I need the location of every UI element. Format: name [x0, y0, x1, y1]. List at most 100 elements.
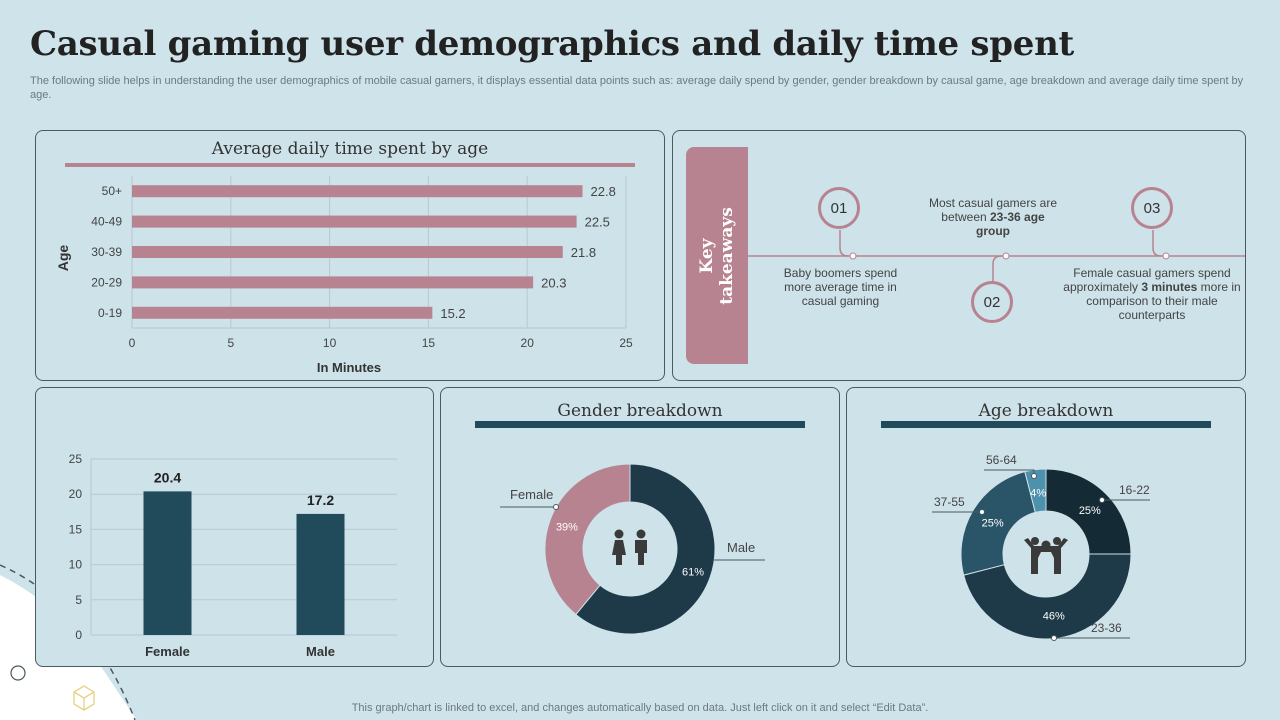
bar-female [143, 491, 192, 635]
callout-dot-female [553, 504, 559, 510]
y-tick-label: 10 [69, 558, 83, 572]
takeaway-text-02-bold: 23-36 age group [976, 210, 1045, 238]
slice-value-label: 39% [556, 521, 578, 533]
callout-dot-37-55 [979, 509, 985, 515]
footer-note: This graph/chart is linked to excel, and… [351, 702, 929, 714]
bar-value-label: 20.3 [541, 275, 566, 290]
y-tick-label: 50+ [102, 184, 122, 198]
takeaway-number-01: 01 [818, 187, 860, 229]
slice-value-label: 25% [1079, 505, 1101, 517]
donut-hole [584, 503, 676, 595]
x-tick-label: Male [306, 644, 335, 659]
y-tick-label: 5 [75, 593, 82, 607]
male-female-icon [612, 529, 647, 565]
gender-title-bar [475, 421, 805, 428]
slice-value-label: 46% [1043, 611, 1065, 623]
age-title-bar [881, 421, 1211, 428]
slice-value-label: 61% [682, 567, 704, 579]
takeaway-text-03-pre: Female casual gamers spend approximately [1063, 266, 1231, 294]
age-time-panel: Average daily time spent by age 0 5 10 15 20… [35, 130, 665, 381]
gender-breakdown-title: Gender breakdown [557, 401, 723, 421]
family-icon [1024, 537, 1068, 574]
gender-time-chart: 0 5 10 15 20 25 20.4 Female 17.2 Male [69, 452, 397, 659]
timeline-connector-02 [992, 255, 1002, 282]
x-tick-label: 10 [323, 336, 337, 350]
age-donut-chart: 25% 46% 25% 4% 16-22 23-36 37-55 56-64 [932, 453, 1150, 641]
takeaway-number-03: 03 [1131, 187, 1173, 229]
bar-value-label: 21.8 [571, 245, 596, 260]
takeaway-text-03-post: more in comparison to their male counter… [1086, 280, 1241, 322]
y-tick-label: 15 [69, 522, 83, 536]
y-tick-label: 30-39 [91, 245, 122, 259]
corner-ring [10, 665, 26, 681]
slice-Female [544, 463, 631, 616]
timeline-dot-01 [849, 252, 857, 260]
y-tick-label: 40-49 [91, 215, 122, 229]
takeaway-text-02: Most casual gamers are between 23-36 age… [928, 196, 1058, 238]
page-title: Casual gaming user demographics and dail… [30, 24, 1074, 64]
bar-value-label: 22.8 [591, 184, 616, 199]
bar-0-19 [132, 306, 433, 319]
slice-16-22 [1045, 468, 1132, 555]
legend-label-37-55: 37-55 [934, 495, 965, 509]
callout-dot-23-36 [1051, 635, 1057, 641]
bar-value-label: 15.2 [440, 306, 465, 321]
slice-23-36 [963, 553, 1132, 640]
x-tick-label: 5 [227, 336, 234, 350]
x-tick-label: 25 [619, 336, 633, 350]
x-tick-label: 20 [521, 336, 535, 350]
bar-20-29 [132, 276, 534, 289]
gender-time-panel: 0 5 10 15 20 25 20.4 Female 17.2 Male [35, 387, 434, 667]
y-tick-label: 0 [75, 628, 82, 642]
title-underline [65, 163, 635, 167]
x-axis-title: In Minutes [317, 360, 381, 375]
takeaways-panel: Key takeaways 01 02 03 Baby boomers spen… [672, 130, 1246, 381]
timeline-connector-03b [1152, 247, 1162, 257]
legend-label-female: Female [510, 487, 553, 502]
legend-label-23-36: 23-36 [1091, 621, 1122, 635]
bar-male [296, 513, 345, 635]
cube-icon [73, 685, 95, 711]
y-axis-title: Age [55, 245, 71, 272]
legend-label-56-64: 56-64 [986, 453, 1017, 467]
age-breakdown-title: Age breakdown [978, 401, 1114, 421]
age-time-chart: 0 5 10 15 20 25 22.8 50+ 22.5 40-49 21.8 30-39 20.3 2… [55, 163, 635, 375]
timeline-graphic [748, 230, 1245, 282]
takeaway-text-02-pre: Most casual gamers are between [928, 196, 1058, 224]
x-tick-label: 0 [129, 336, 136, 350]
callout-dot-56-64 [1031, 473, 1037, 479]
gender-breakdown-panel: Gender breakdown 61% 39% Male Female [440, 387, 840, 667]
gender-donut-chart: 61% 39% Male Female [500, 463, 765, 635]
bar-40-49 [132, 215, 577, 228]
callout-dot-16-22 [1099, 497, 1105, 503]
bar-value-label: 17.2 [307, 492, 334, 508]
bar-value-label: 22.5 [585, 215, 610, 230]
page-subtitle: The following slide helps in understandi… [30, 75, 1244, 101]
age-breakdown-panel: Age breakdown 25% 46% 25% 4% 16-22 23-36 37-55… [846, 387, 1246, 667]
donut-hole [1004, 512, 1088, 596]
timeline-connector-01b [839, 247, 849, 257]
age-time-title: Average daily time spent by age [211, 139, 489, 159]
legend-label-male: Male [727, 540, 755, 555]
slice-value-label: 25% [982, 517, 1004, 529]
takeaways-label-box: Key takeaways [686, 147, 748, 364]
timeline-dot-03 [1162, 252, 1170, 260]
y-tick-label: 25 [69, 452, 83, 466]
y-tick-label: 0-19 [98, 306, 122, 320]
legend-label-16-22: 16-22 [1119, 483, 1150, 497]
timeline-dot-02 [1002, 252, 1010, 260]
takeaway-text-01: Baby boomers spend more average time in … [783, 266, 898, 308]
y-tick-label: 20-29 [91, 275, 122, 289]
slice-Male [575, 463, 716, 635]
bar-30-39 [132, 246, 563, 258]
x-tick-label: 15 [422, 336, 436, 350]
takeaway-number-02: 02 [971, 281, 1013, 323]
bar-value-label: 20.4 [154, 469, 181, 485]
slice-value-label: 4% [1030, 487, 1046, 499]
takeaway-text-03: Female casual gamers spend approximately… [1063, 266, 1241, 322]
bar-50+ [132, 185, 583, 198]
y-tick-label: 20 [69, 487, 83, 501]
slice-37-55 [960, 471, 1036, 576]
takeaway-text-03-bold: 3 minutes [1141, 280, 1198, 294]
x-tick-label: Female [145, 644, 190, 659]
